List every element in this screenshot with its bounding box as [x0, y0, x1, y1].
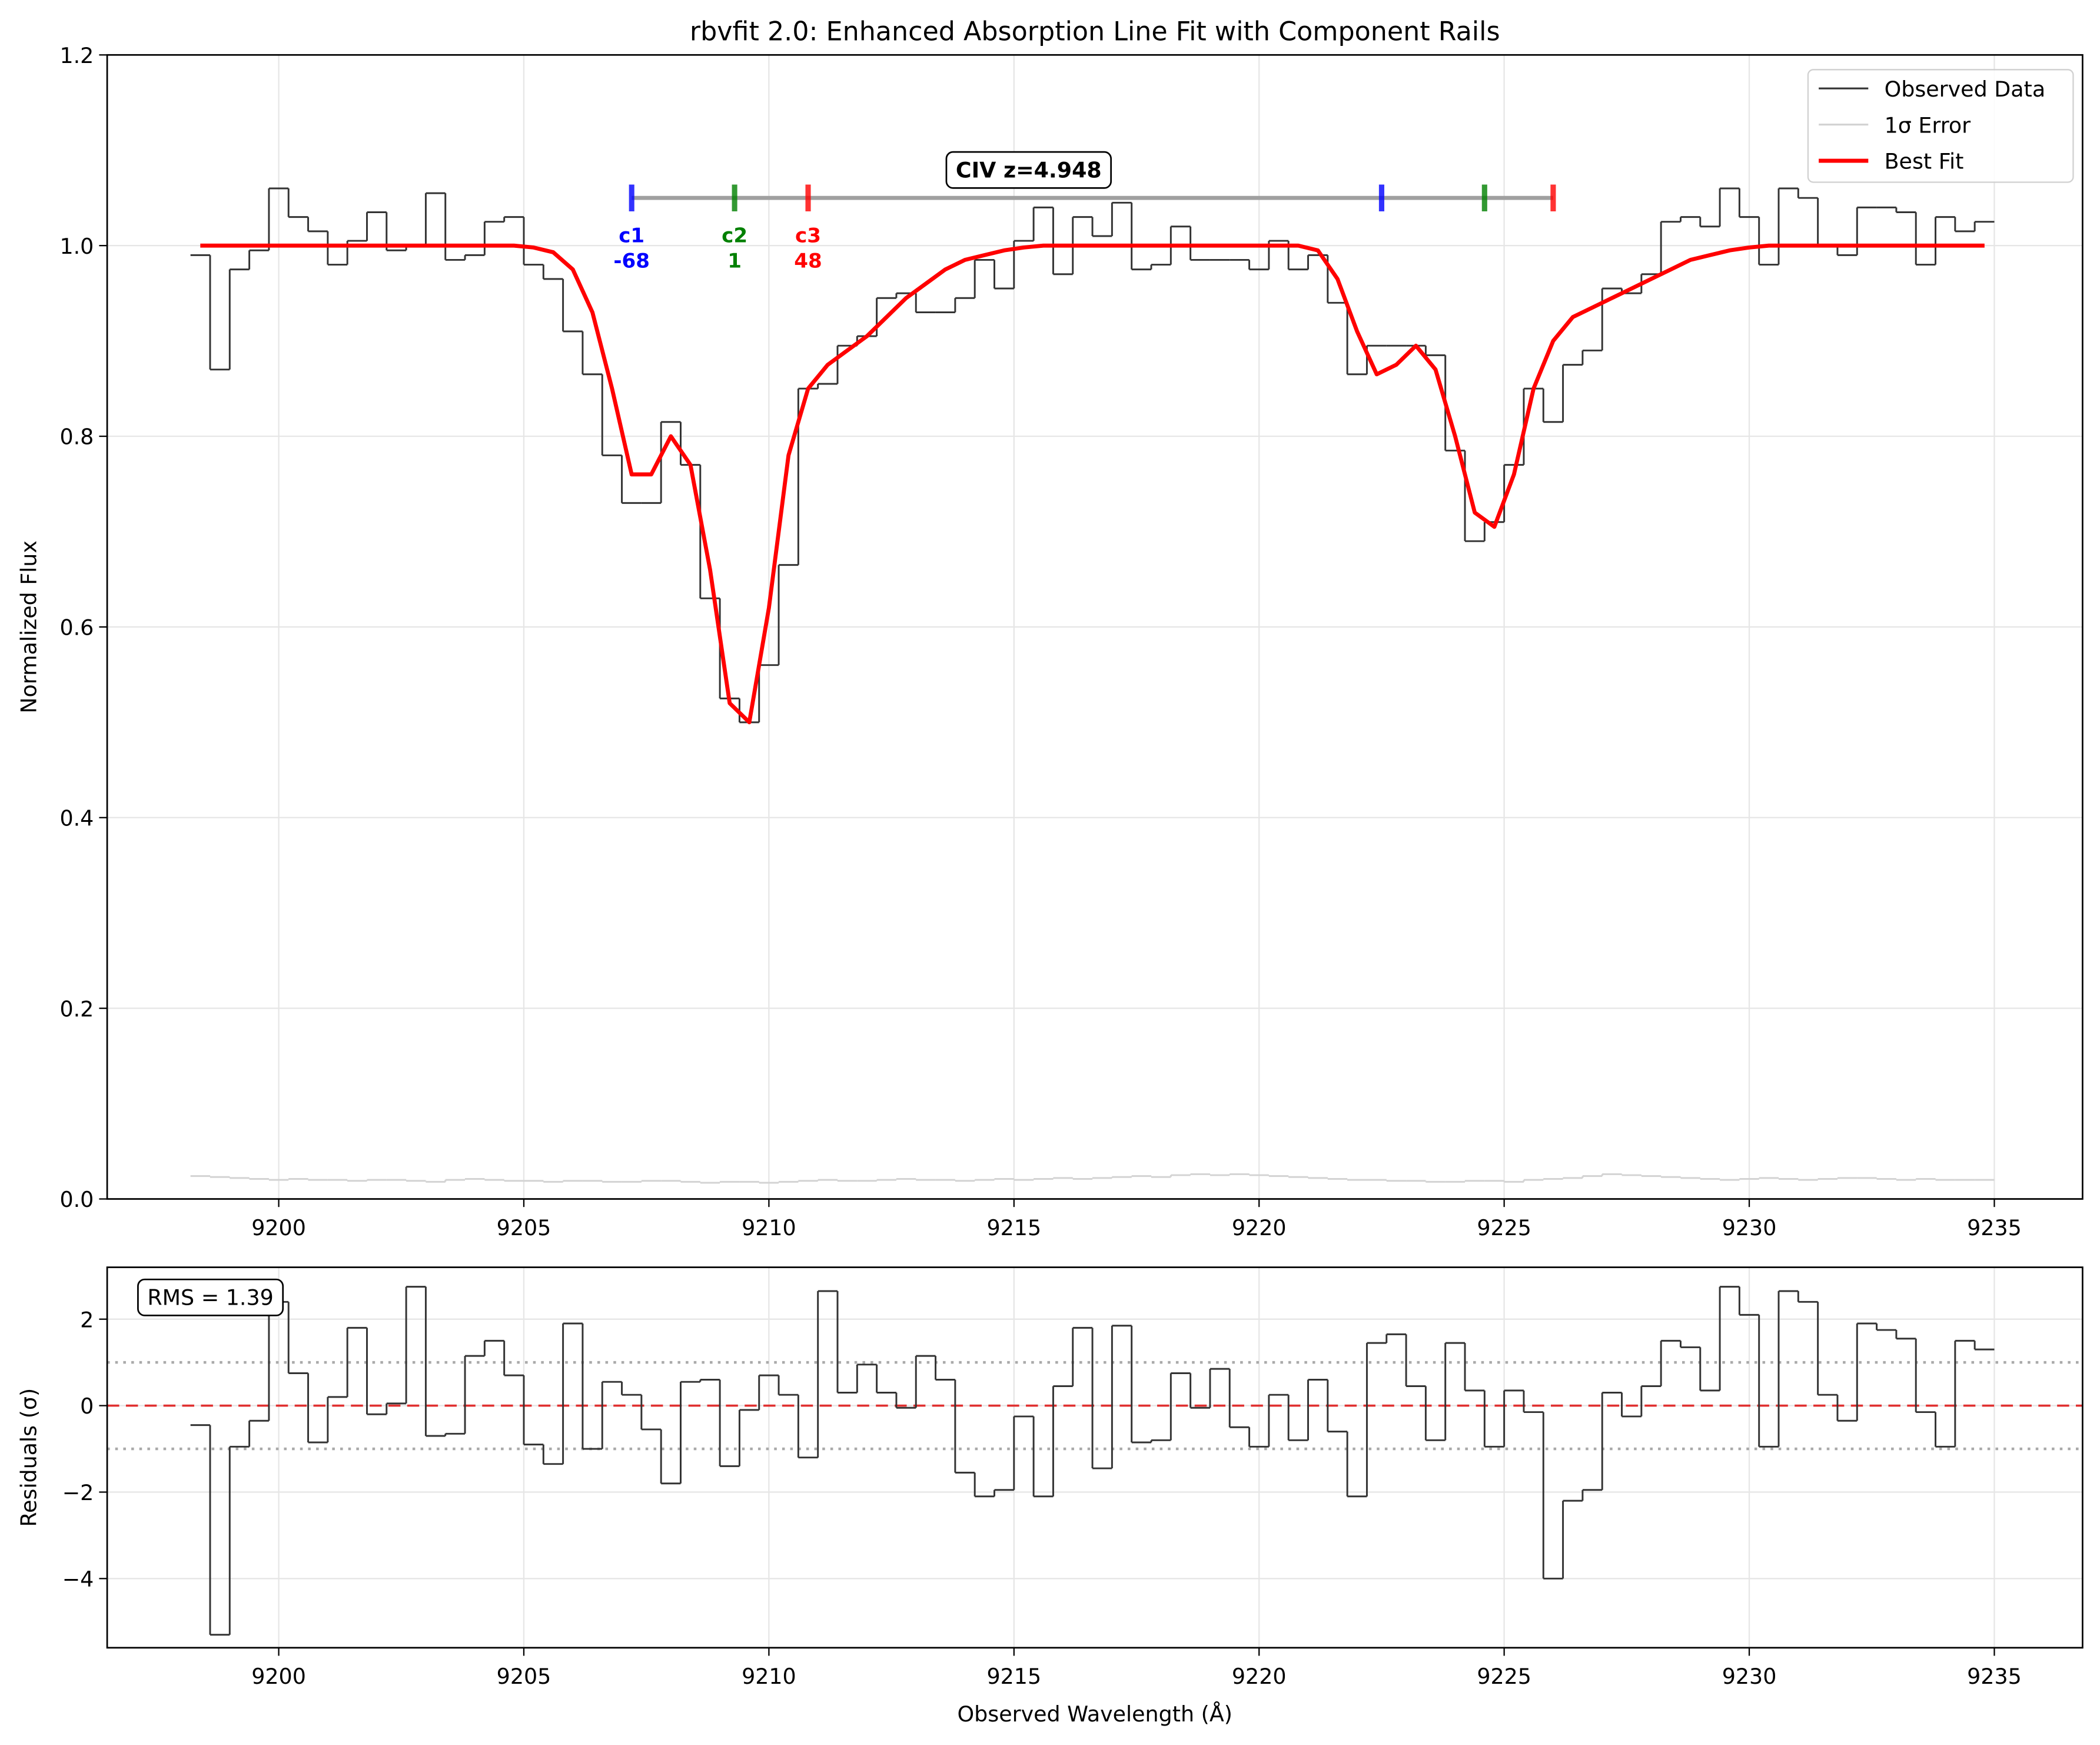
panel: 9200 9205 9210 9215 9220 9225 9230 9235 0.0 0.2 0.… [16, 16, 2084, 1240]
y-tick-label: 0.0 [59, 1187, 94, 1212]
stats-box [137, 1278, 284, 1316]
plot-area: c1 -68 c2 1 c3 48 CIV z=4.948 [190, 151, 1995, 1184]
x-tick-label: 9205 [497, 1215, 551, 1240]
y-tick-label: 1.2 [59, 43, 94, 68]
x-tick-label: 9220 [1232, 1664, 1287, 1689]
series [190, 1173, 1995, 1184]
x-tick-label: 9225 [1477, 1664, 1531, 1689]
series [190, 1286, 1995, 1636]
y-tick-label: 1.0 [59, 234, 94, 259]
y-tick-label: −2 [62, 1480, 94, 1505]
component-velocity: 48 [794, 250, 822, 273]
x-tick-label: 9235 [1967, 1215, 2022, 1240]
legend-label: 1σ Error [1885, 112, 1971, 138]
legend-box [1807, 69, 2074, 183]
step-riser [209, 188, 1976, 722]
axes-frame [106, 1266, 2084, 1649]
x-tick-label: 9200 [251, 1215, 306, 1240]
y-tick-label: 0.8 [59, 424, 94, 450]
x-tick-label: 9210 [742, 1215, 796, 1240]
x-tick-label: 9210 [742, 1664, 796, 1689]
component-velocity: -68 [613, 250, 650, 273]
x-tick-label: 9215 [986, 1215, 1041, 1240]
y-axis-label: Normalized Flux [16, 540, 41, 714]
y-tick-label: 2 [80, 1307, 94, 1332]
x-tick-label: 9215 [986, 1664, 1041, 1689]
series [200, 243, 1985, 725]
x-tick-label: 9220 [1232, 1215, 1287, 1240]
component-velocity: 1 [727, 250, 742, 273]
y-axis-label: Residuals (σ) [16, 1388, 41, 1527]
chart-title: rbvfit 2.0: Enhanced Absorption Line Fit… [690, 16, 1500, 47]
y-tick-label: 0.2 [59, 996, 94, 1021]
legend-label: Observed Data [1885, 77, 2046, 102]
annotation-box [945, 151, 1112, 189]
x-tick-label: 9230 [1722, 1215, 1777, 1240]
series [190, 187, 1995, 724]
x-tick-label: 9200 [251, 1664, 306, 1689]
y-tick-label: 0 [80, 1394, 94, 1419]
panel: 9200 9205 9210 9215 9220 9225 9230 9235 −4 −2 0 2 RM… [16, 1266, 2084, 1727]
y-tick-label: −4 [62, 1567, 94, 1592]
plot-area [107, 1286, 2083, 1636]
step-riser [209, 1286, 1976, 1635]
stats-text: RMS = 1.39 [147, 1285, 273, 1310]
x-tick-label: 9235 [1967, 1664, 2022, 1689]
annotation: CIV z=4.948 [956, 157, 1102, 183]
legend: Observed Data 1σ Error Best Fit [1807, 69, 2074, 183]
legend-label: Best Fit [1885, 149, 1964, 174]
y-tick-label: 0.4 [59, 805, 94, 831]
axes-frame [106, 54, 2084, 1200]
x-tick-label: 9225 [1477, 1215, 1531, 1240]
y-tick-label: 0.6 [59, 615, 94, 641]
fit-line [200, 243, 1985, 725]
x-axis-label: Observed Wavelength (Å) [958, 1701, 1232, 1727]
component-label: c2 [722, 224, 747, 247]
component-label: c1 [619, 224, 644, 247]
component-label: c3 [795, 224, 821, 247]
x-tick-label: 9205 [497, 1664, 551, 1689]
x-tick-label: 9230 [1722, 1664, 1777, 1689]
